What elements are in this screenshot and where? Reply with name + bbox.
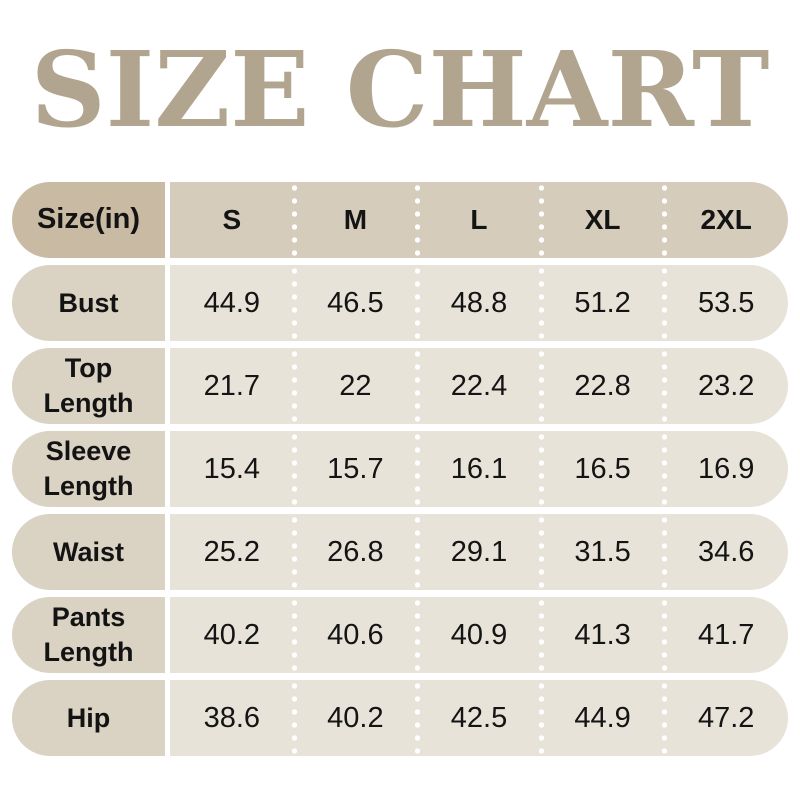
value-cell: 40.2 <box>291 680 418 756</box>
value-cell: 31.5 <box>538 514 665 590</box>
table-row-hip: Hip 38.6 40.2 42.5 44.9 47.2 <box>12 680 788 756</box>
page-title: SIZE CHART <box>30 28 770 151</box>
value-cell: 42.5 <box>415 680 541 756</box>
table-row-bust: Bust 44.9 46.5 48.8 51.2 53.5 <box>12 265 788 341</box>
row-label: Pants Length <box>12 597 165 673</box>
value-cell: 44.9 <box>538 680 665 756</box>
value-cell: 40.9 <box>415 597 541 673</box>
value-cell: 46.5 <box>291 265 418 341</box>
table-row-top-length: Top Length 21.7 22 22.4 22.8 23.2 <box>12 348 788 424</box>
column-header-m: M <box>291 182 418 258</box>
value-cell: 41.3 <box>538 597 665 673</box>
row-label: Bust <box>12 265 165 341</box>
row-values-strip: 21.7 22 22.4 22.8 23.2 <box>170 348 788 424</box>
column-header-l: L <box>415 182 541 258</box>
row-values-strip: 38.6 40.2 42.5 44.9 47.2 <box>170 680 788 756</box>
table-header-row: Size(in) S M L XL 2XL <box>12 182 788 258</box>
row-label: Top Length <box>12 348 165 424</box>
size-table: Size(in) S M L XL 2XL Bust 44.9 46.5 48.… <box>12 182 788 763</box>
value-cell: 40.2 <box>203 618 261 651</box>
row-label: Waist <box>12 514 165 590</box>
value-cell: 22 <box>291 348 418 424</box>
header-columns-strip: S M L XL 2XL <box>170 182 788 258</box>
value-cell: 40.6 <box>291 597 418 673</box>
value-cell: 15.7 <box>291 431 418 507</box>
value-cell: 23.2 <box>662 348 788 424</box>
row-values-strip: 44.9 46.5 48.8 51.2 53.5 <box>170 265 788 341</box>
value-cell: 44.9 <box>203 286 261 319</box>
value-cell: 22.4 <box>415 348 541 424</box>
value-cell: 48.8 <box>415 265 541 341</box>
row-label: Sleeve Length <box>12 431 165 507</box>
table-row-pants-length: Pants Length 40.2 40.6 40.9 41.3 41.7 <box>12 597 788 673</box>
value-cell: 29.1 <box>415 514 541 590</box>
row-values-strip: 25.2 26.8 29.1 31.5 34.6 <box>170 514 788 590</box>
row-values-strip: 15.4 15.7 16.1 16.5 16.9 <box>170 431 788 507</box>
value-cell: 16.1 <box>415 431 541 507</box>
table-row-sleeve-length: Sleeve Length 15.4 15.7 16.1 16.5 16.9 <box>12 431 788 507</box>
column-header-xl: XL <box>538 182 665 258</box>
header-corner-cell: Size(in) <box>12 182 165 258</box>
value-cell: 25.2 <box>203 535 261 568</box>
value-cell: 21.7 <box>203 369 261 402</box>
value-cell: 15.4 <box>203 452 261 485</box>
value-cell: 16.5 <box>538 431 665 507</box>
value-cell: 51.2 <box>538 265 665 341</box>
value-cell: 34.6 <box>662 514 788 590</box>
value-cell: 16.9 <box>662 431 788 507</box>
value-cell: 22.8 <box>538 348 665 424</box>
value-cell: 26.8 <box>291 514 418 590</box>
column-header-s: S <box>222 204 242 235</box>
row-values-strip: 40.2 40.6 40.9 41.3 41.7 <box>170 597 788 673</box>
value-cell: 47.2 <box>662 680 788 756</box>
row-label: Hip <box>12 680 165 756</box>
table-row-waist: Waist 25.2 26.8 29.1 31.5 34.6 <box>12 514 788 590</box>
column-header-2xl: 2XL <box>662 182 788 258</box>
value-cell: 38.6 <box>203 701 261 734</box>
value-cell: 53.5 <box>662 265 788 341</box>
value-cell: 41.7 <box>662 597 788 673</box>
